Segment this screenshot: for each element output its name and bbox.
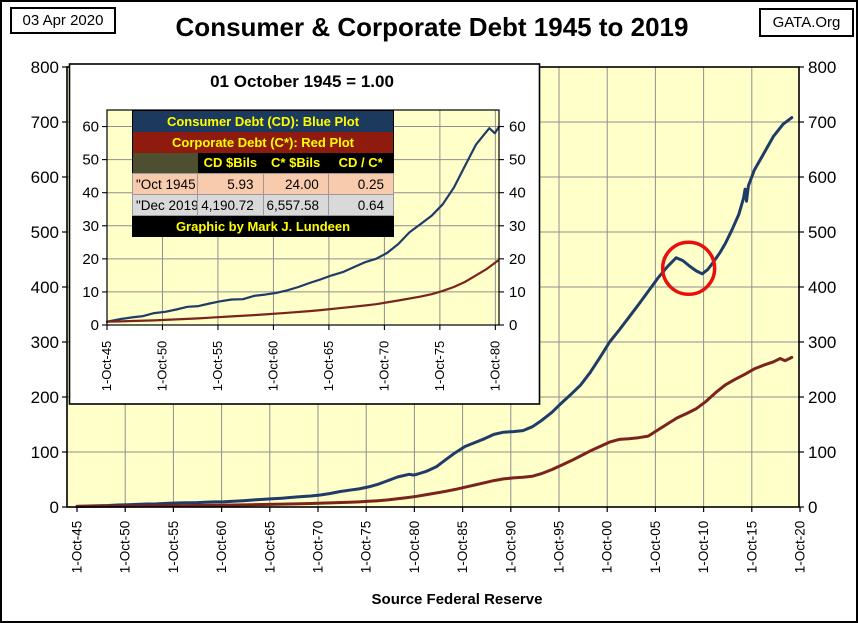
inset-x-label: 1-Oct-75 [432,341,447,392]
x-axis-label: 1-Oct-10 [696,521,711,574]
row-1945-ratio: 0.25 [327,173,395,195]
date-text: 03 Apr 2020 [22,12,104,29]
y-axis-label-right: 300 [808,333,836,352]
highlight-circle-annotation [660,240,717,297]
brand-badge: GATA.Org [759,8,854,37]
inset-y-label-left: 0 [91,317,99,334]
row-1945-cstar: 24.00 [262,173,329,195]
inset-y-label-right: 50 [509,152,526,169]
x-axis-label: 1-Oct-05 [648,521,663,574]
y-axis-label-right: 400 [808,278,836,297]
col-cd-ratio: CD / C* [328,152,394,174]
y-axis-label-right: 800 [808,58,836,77]
x-axis-label: 1-Oct-45 [70,521,85,574]
inset-x-label: 1-Oct-80 [487,341,502,392]
x-axis-label: 1-Oct-80 [407,521,422,574]
inset-x-label: 1-Oct-50 [154,341,169,392]
y-axis-label-left: 100 [31,443,59,462]
x-axis-label: 1-Oct-75 [359,521,374,574]
legend-corner-cell [132,152,198,174]
x-axis-label: 1-Oct-70 [311,521,326,574]
y-axis-label-right: 0 [808,498,817,517]
y-axis-label-right: 200 [808,388,836,407]
y-axis-label-left: 800 [31,58,59,77]
inset-y-label-right: 30 [509,218,526,235]
x-axis-label: 1-Oct-90 [503,521,518,574]
x-axis-label: 1-Oct-85 [455,521,470,574]
inset-y-label-right: 40 [509,185,526,202]
legend-consumer-label: Consumer Debt (CD): Blue Plot [132,110,394,132]
y-axis-label-left: 300 [31,333,59,352]
inset-x-label: 1-Oct-55 [210,341,225,392]
y-axis-label-right: 100 [808,443,836,462]
inset-x-label: 1-Oct-45 [99,341,114,392]
inset-y-label-right: 0 [509,317,517,334]
row-2019-cstar: 6,557.58 [262,194,329,216]
source-label: Source Federal Reserve [371,591,543,608]
x-axis-label: 1-Oct-50 [118,521,133,574]
inset-x-label: 1-Oct-60 [265,341,280,392]
y-axis-label-left: 600 [31,168,59,187]
y-axis-label-left: 400 [31,278,59,297]
inset-y-label-right: 10 [509,284,526,301]
x-axis-label: 1-Oct-95 [552,521,567,574]
y-axis-label-left: 500 [31,223,59,242]
y-axis-label-right: 500 [808,223,836,242]
legend-corporate-row: Corporate Debt (C*): Red Plot [132,131,394,153]
col-cstar-bils: C* $Bils [263,152,329,174]
legend-table: Consumer Debt (CD): Blue Plot Corporate … [131,110,395,237]
row-1945-cd: 5.93 [197,173,264,195]
x-axis-label: 1-Oct-60 [214,521,229,574]
inset-y-label-right: 20 [509,251,526,268]
inset-y-label-right: 60 [509,119,526,136]
legend-consumer-row: Consumer Debt (CD): Blue Plot [132,110,394,132]
corporate-debt-line [75,355,794,508]
row-2019-cd: 4,190.72 [197,194,264,216]
y-axis-label-right: 700 [808,113,836,132]
x-axis-label: 1-Oct-20 [793,521,808,574]
row-1945-label: "Oct 1945 [131,173,199,195]
inset-x-label: 1-Oct-70 [376,341,391,392]
inset-x-label: 1-Oct-65 [321,341,336,392]
inset-corporate-debt-line [105,259,500,323]
date-badge: 03 Apr 2020 [10,7,116,34]
credit-row: Graphic by Mark J. Lundeen [132,215,394,237]
page-title: Consumer & Corporate Debt 1945 to 2019 [175,12,689,42]
inset-y-label-left: 10 [82,284,99,301]
consumer-debt-line [75,116,794,508]
inset-y-label-left: 20 [82,251,99,268]
inset-y-label-left: 50 [82,152,99,169]
x-axis-label: 1-Oct-15 [744,521,759,574]
row-2019-ratio: 0.64 [327,194,395,216]
table-row-1945: "Oct 1945 5.93 24.00 0.25 [131,173,395,195]
inset-chart-title: 01 October 1945 = 1.00 [210,72,394,91]
y-axis-label-left: 0 [50,498,59,517]
inset-y-label-left: 30 [82,218,99,235]
credit-text: Graphic by Mark J. Lundeen [132,215,394,237]
x-axis-label: 1-Oct-00 [600,521,615,574]
y-axis-label-right: 600 [808,168,836,187]
inset-y-label-left: 40 [82,185,99,202]
legend-column-header-row: CD $Bils C* $Bils CD / C* [132,152,394,174]
row-2019-label: "Dec 2019 [131,194,199,216]
brand-text: GATA.Org [772,14,841,31]
table-row-2019: "Dec 2019 4,190.72 6,557.58 0.64 [131,194,395,216]
inset-y-label-left: 60 [82,119,99,136]
x-axis-label: 1-Oct-55 [166,521,181,574]
y-axis-label-left: 700 [31,113,59,132]
col-cd-bils: CD $Bils [197,152,263,174]
y-axis-label-left: 200 [31,388,59,407]
inset-consumer-debt-line [105,125,501,323]
legend-corporate-label: Corporate Debt (C*): Red Plot [132,131,394,153]
x-axis-label: 1-Oct-65 [262,521,277,574]
